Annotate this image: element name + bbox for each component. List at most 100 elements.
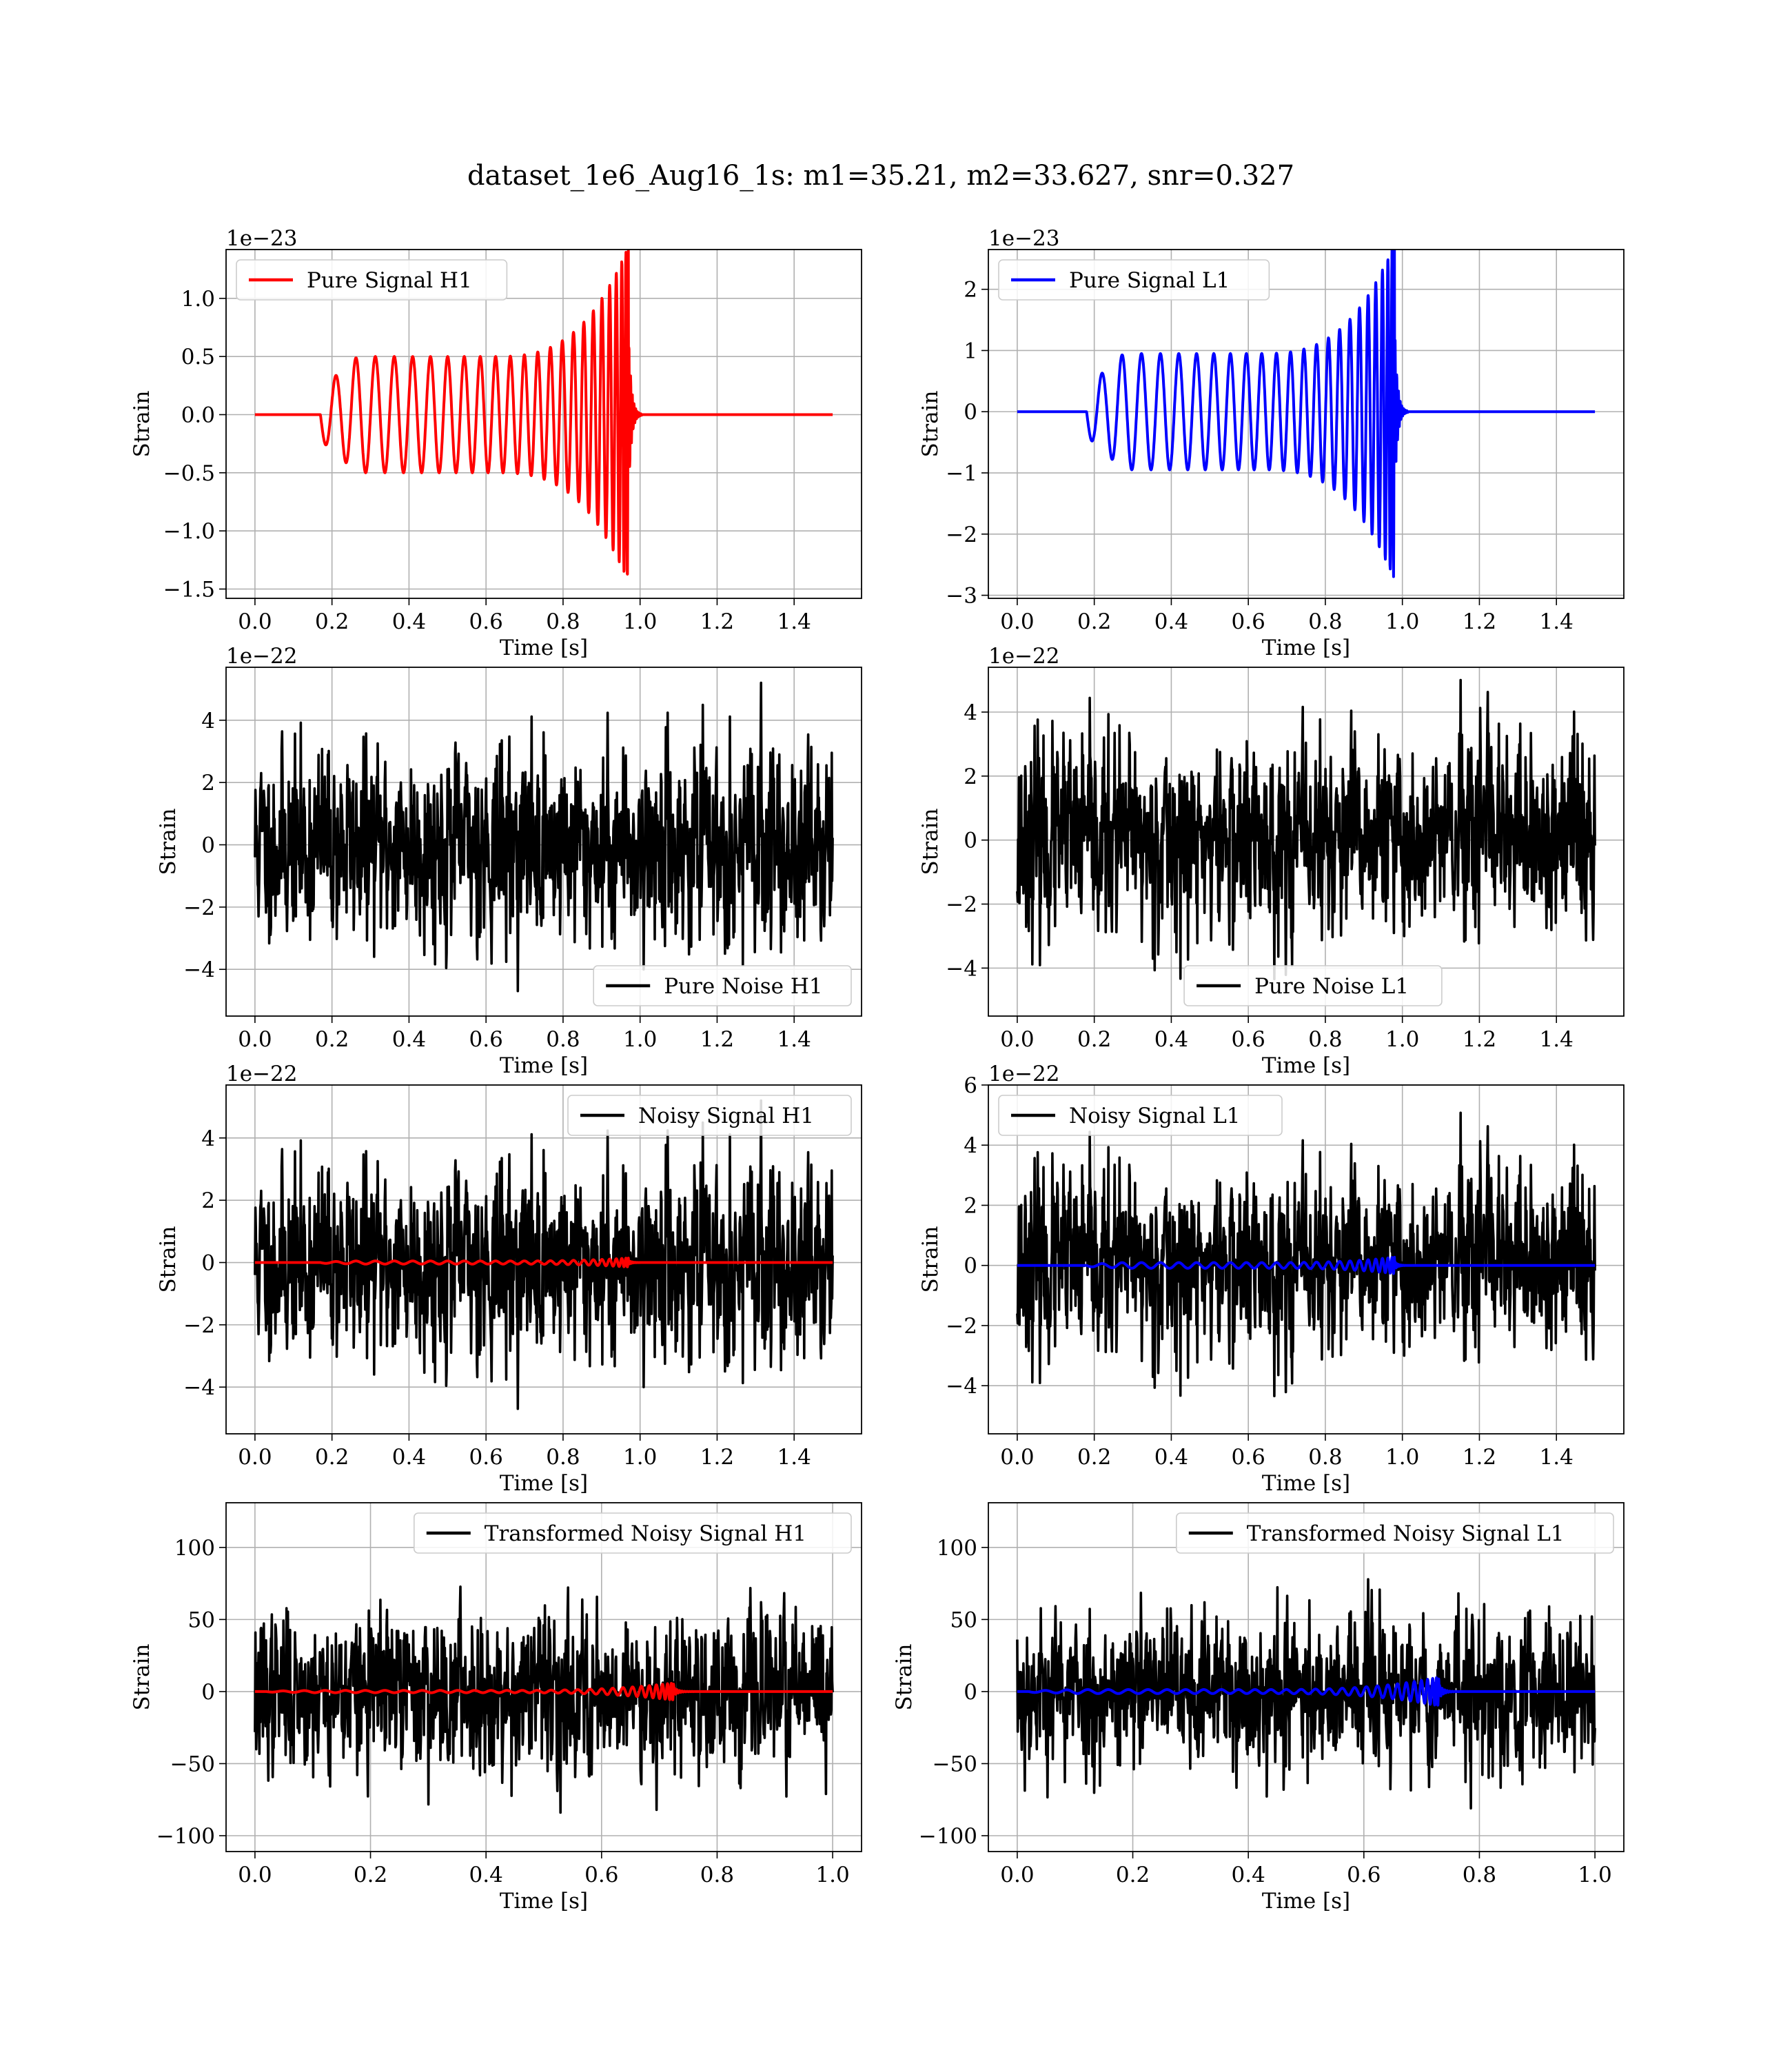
series-line-2 [1016,1255,1596,1275]
y-tick-label: −4 [946,1374,977,1399]
y-tick-label: −1.5 [163,578,215,602]
y-tick-label: 2 [964,1193,977,1218]
axes-frame [225,1502,862,1852]
x-tick-label: 0.0 [1000,1445,1034,1470]
y-tick-label: 0 [964,829,977,853]
y-tick-label: −50 [170,1752,215,1776]
y-tick-label: −100 [919,1824,977,1849]
legend-label: Noisy Signal H1 [638,1104,814,1128]
y-tick-label: 0.0 [181,403,215,428]
x-axis-label: Time [s] [500,1889,588,1914]
offset-text: 1e−23 [226,226,298,251]
x-tick-label: 0.4 [1154,1027,1188,1052]
y-tick-label: 0 [964,1254,977,1279]
legend-label: Pure Noise L1 [1254,974,1409,999]
x-tick-label: 0.6 [1232,1027,1265,1052]
x-tick-label: 0.2 [315,609,349,634]
legend-box [1183,965,1443,1006]
x-tick-label: 0.6 [1347,1863,1381,1887]
y-tick-label: −4 [183,1375,215,1400]
x-tick-label: 0.0 [238,1027,272,1052]
x-tick-label: 1.2 [700,1027,734,1052]
x-axis-label: Time [s] [500,1471,588,1496]
panel-3: 0.0 0.2 0.4 0.6 0.8 1.0 1.2 1.4 −4 −2 0 2 4 Time [s] S… [156,644,862,1078]
y-tick-label: 4 [964,700,977,725]
y-tick-label: 0 [201,1680,215,1705]
legend-box [1176,1512,1614,1554]
x-tick-label: 0.4 [469,1863,503,1887]
x-tick-label: 1.2 [1463,1445,1496,1470]
panel-8: 0.0 0.2 0.4 0.6 0.8 1.0 −100 −50 0 50 100 Time [s] S… [892,1502,1625,1914]
y-tick-label: 2 [964,764,977,789]
y-axis-label: Strain [918,1226,943,1293]
x-tick-label: 0.8 [700,1863,734,1887]
y-tick-label: 0 [201,1251,215,1276]
legend-box [413,1512,852,1554]
y-tick-label: 1.0 [181,287,215,312]
y-tick-label: 4 [201,709,215,733]
series-line-2 [254,1257,834,1268]
legend-box [567,1095,852,1136]
panel-4: 0.0 0.2 0.4 0.6 0.8 1.0 1.2 1.4 −4 −2 0 2 4 Time [s] S… [918,644,1625,1078]
x-axis-label: Time [s] [1262,636,1350,660]
x-tick-label: 1.4 [777,1027,811,1052]
x-tick-label: 0.0 [238,609,272,634]
y-tick-label: −2 [946,1314,977,1339]
panel-6: 0.0 0.2 0.4 0.6 0.8 1.0 1.2 1.4 −4 −2 0 2 4 6 Time [s]… [918,1062,1625,1496]
y-tick-label: 0.5 [181,345,215,369]
series-line-1 [254,681,834,993]
legend: Noisy Signal H1 [567,1095,852,1136]
x-tick-label: 1.0 [623,1445,657,1470]
x-tick-label: 1.0 [623,609,657,634]
y-axis-label: Strain [892,1644,917,1711]
y-tick-label: −2 [946,523,977,547]
y-tick-label: 50 [188,1608,215,1632]
x-axis-label: Time [s] [1262,1889,1350,1914]
y-tick-label: 2 [201,1188,215,1213]
series-line-1 [1016,250,1596,578]
axes-frame [225,667,862,1017]
y-tick-label: −4 [946,956,977,981]
series-line-1 [254,1585,834,1814]
legend-label: Pure Signal H1 [307,268,472,293]
x-tick-label: 0.4 [392,1445,426,1470]
x-tick-label: 0.8 [1463,1863,1496,1887]
x-tick-label: 0.4 [392,1027,426,1052]
x-tick-label: 0.2 [354,1863,387,1887]
x-tick-label: 1.2 [700,1445,734,1470]
legend: Pure Signal L1 [998,259,1270,301]
x-axis-label: Time [s] [1262,1471,1350,1496]
x-tick-label: 1.4 [777,1445,811,1470]
x-tick-label: 0.8 [546,609,580,634]
x-tick-label: 0.2 [315,1027,349,1052]
y-tick-label: −0.5 [163,461,215,486]
x-tick-label: 1.4 [1540,1027,1574,1052]
axes-frame [988,1084,1625,1435]
offset-text: 1e−23 [988,226,1060,251]
x-tick-label: 1.2 [700,609,734,634]
x-tick-label: 1.0 [1578,1863,1611,1887]
series-line-2 [254,1682,834,1701]
offset-text: 1e−22 [988,1062,1060,1086]
x-tick-label: 0.2 [1077,609,1111,634]
series-line-1 [254,1099,834,1410]
legend-label: Transformed Noisy Signal H1 [485,1521,806,1546]
x-tick-label: 0.0 [1000,1027,1034,1052]
x-tick-label: 0.4 [392,609,426,634]
series-line-1 [1016,1578,1596,1810]
x-tick-label: 1.0 [623,1027,657,1052]
y-tick-label: 4 [201,1126,215,1151]
x-tick-label: 0.6 [469,1445,503,1470]
figure-title: dataset_1e6_Aug16_1s: m1=35.21, m2=33.62… [467,160,1294,192]
y-tick-label: −1.0 [163,519,215,544]
y-tick-label: 2 [201,771,215,795]
x-tick-label: 0.6 [584,1863,618,1887]
x-tick-label: 0.4 [1154,609,1188,634]
x-tick-label: 1.4 [777,609,811,634]
legend-label: Pure Noise H1 [664,974,822,999]
legend: Transformed Noisy Signal H1 [413,1512,852,1554]
y-tick-label: −2 [946,893,977,918]
x-tick-label: 1.0 [815,1863,849,1887]
x-tick-label: 0.0 [238,1863,272,1887]
